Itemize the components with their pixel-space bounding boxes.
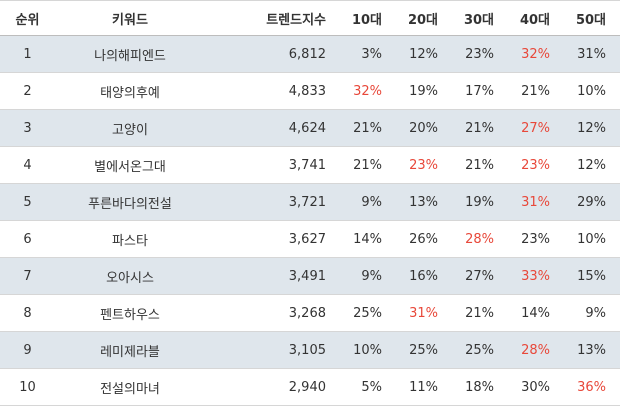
keyword-cell: 나의해피엔드 <box>55 35 205 73</box>
age-40-cell: 14% <box>508 294 564 332</box>
age-50-cell: 15% <box>564 257 620 295</box>
keyword-cell: 펜트하우스 <box>55 294 205 332</box>
age-30-cell: 19% <box>452 183 508 221</box>
rank-cell: 6 <box>0 220 55 258</box>
age-10-cell: 32% <box>340 72 396 110</box>
age-10-cell: 10% <box>340 331 396 369</box>
rank-cell: 7 <box>0 257 55 295</box>
score-cell: 3,627 <box>205 220 340 258</box>
score-cell: 4,833 <box>205 72 340 110</box>
table-row: 8 펜트하우스 3,268 25% 31% 21% 14% 9% <box>0 294 620 332</box>
header-age-40: 40대 <box>508 0 564 36</box>
rank-cell: 9 <box>0 331 55 369</box>
header-keyword: 키워드 <box>55 0 205 36</box>
age-30-cell: 21% <box>452 294 508 332</box>
age-20-cell: 16% <box>396 257 452 295</box>
table-header: 순위 키워드 트렌드지수 10대 20대 30대 40대 50대 <box>0 0 620 36</box>
header-row: 순위 키워드 트렌드지수 10대 20대 30대 40대 50대 <box>0 0 620 36</box>
age-30-cell: 21% <box>452 109 508 147</box>
rank-cell: 2 <box>0 72 55 110</box>
age-20-cell: 19% <box>396 72 452 110</box>
age-20-cell: 25% <box>396 331 452 369</box>
table-row: 2 태양의후예 4,833 32% 19% 17% 21% 10% <box>0 72 620 110</box>
table-row: 3 고양이 4,624 21% 20% 21% 27% 12% <box>0 109 620 147</box>
age-40-cell: 21% <box>508 72 564 110</box>
score-cell: 3,491 <box>205 257 340 295</box>
age-40-cell: 27% <box>508 109 564 147</box>
header-age-30: 30대 <box>452 0 508 36</box>
age-20-cell: 13% <box>396 183 452 221</box>
age-10-cell: 14% <box>340 220 396 258</box>
keyword-cell: 파스타 <box>55 220 205 258</box>
keyword-cell: 고양이 <box>55 109 205 147</box>
rank-cell: 3 <box>0 109 55 147</box>
age-30-cell: 27% <box>452 257 508 295</box>
keyword-cell: 별에서온그대 <box>55 146 205 184</box>
keyword-cell: 푸른바다의전설 <box>55 183 205 221</box>
rank-cell: 1 <box>0 35 55 73</box>
age-10-cell: 25% <box>340 294 396 332</box>
age-40-cell: 23% <box>508 220 564 258</box>
table-body: 1 나의해피엔드 6,812 3% 12% 23% 32% 31% 2 태양의후예 4,833 32%… <box>0 35 620 406</box>
age-50-cell: 10% <box>564 72 620 110</box>
score-cell: 4,624 <box>205 109 340 147</box>
age-10-cell: 9% <box>340 257 396 295</box>
age-10-cell: 9% <box>340 183 396 221</box>
score-cell: 3,268 <box>205 294 340 332</box>
table-row: 5 푸른바다의전설 3,721 9% 13% 19% 31% 29% <box>0 183 620 221</box>
keyword-cell: 오아시스 <box>55 257 205 295</box>
rank-cell: 4 <box>0 146 55 184</box>
age-30-cell: 28% <box>452 220 508 258</box>
age-40-cell: 28% <box>508 331 564 369</box>
header-age-20: 20대 <box>396 0 452 36</box>
age-30-cell: 23% <box>452 35 508 73</box>
age-20-cell: 23% <box>396 146 452 184</box>
header-age-50: 50대 <box>564 0 620 36</box>
age-10-cell: 21% <box>340 109 396 147</box>
age-40-cell: 23% <box>508 146 564 184</box>
keyword-cell: 태양의후예 <box>55 72 205 110</box>
keyword-cell: 레미제라블 <box>55 331 205 369</box>
table-row: 7 오아시스 3,491 9% 16% 27% 33% 15% <box>0 257 620 295</box>
score-cell: 6,812 <box>205 35 340 73</box>
table-row: 6 파스타 3,627 14% 26% 28% 23% 10% <box>0 220 620 258</box>
age-20-cell: 12% <box>396 35 452 73</box>
age-50-cell: 9% <box>564 294 620 332</box>
rank-cell: 5 <box>0 183 55 221</box>
age-40-cell: 32% <box>508 35 564 73</box>
age-40-cell: 33% <box>508 257 564 295</box>
age-50-cell: 10% <box>564 220 620 258</box>
score-cell: 3,105 <box>205 331 340 369</box>
header-age-10: 10대 <box>340 0 396 36</box>
table-row: 1 나의해피엔드 6,812 3% 12% 23% 32% 31% <box>0 35 620 73</box>
age-50-cell: 12% <box>564 109 620 147</box>
age-30-cell: 21% <box>452 146 508 184</box>
header-rank: 순위 <box>0 0 55 36</box>
age-30-cell: 25% <box>452 331 508 369</box>
age-20-cell: 20% <box>396 109 452 147</box>
age-50-cell: 31% <box>564 35 620 73</box>
age-50-cell: 12% <box>564 146 620 184</box>
score-cell: 3,721 <box>205 183 340 221</box>
age-10-cell: 3% <box>340 35 396 73</box>
score-cell: 3,741 <box>205 146 340 184</box>
age-10-cell: 21% <box>340 146 396 184</box>
age-50-cell: 29% <box>564 183 620 221</box>
header-score: 트렌드지수 <box>205 0 340 36</box>
age-20-cell: 31% <box>396 294 452 332</box>
age-50-cell: 13% <box>564 331 620 369</box>
age-20-cell: 26% <box>396 220 452 258</box>
table-row: 9 레미제라블 3,105 10% 25% 25% 28% 13% <box>0 331 620 369</box>
table-row: 4 별에서온그대 3,741 21% 23% 21% 23% 12% <box>0 146 620 184</box>
rank-cell: 8 <box>0 294 55 332</box>
age-30-cell: 17% <box>452 72 508 110</box>
age-40-cell: 31% <box>508 183 564 221</box>
